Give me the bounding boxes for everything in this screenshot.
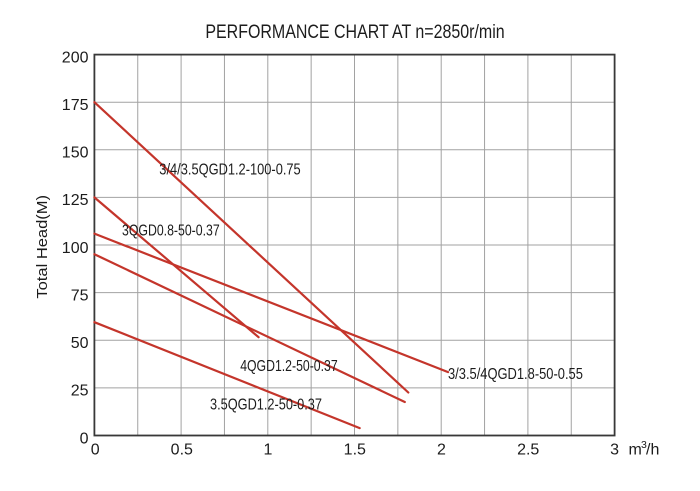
svg-text:3: 3 (641, 439, 647, 451)
svg-text:0: 0 (91, 441, 100, 458)
svg-text:100: 100 (62, 240, 89, 257)
svg-text:150: 150 (62, 145, 89, 162)
svg-text:75: 75 (71, 287, 89, 304)
svg-text:2.5: 2.5 (517, 441, 539, 458)
svg-text:1: 1 (264, 441, 273, 458)
svg-text:3/3.5/4QGD1.8-50-0.55: 3/3.5/4QGD1.8-50-0.55 (448, 366, 583, 383)
svg-text:200: 200 (62, 49, 89, 66)
svg-text:3QGD0.8-50-0.37: 3QGD0.8-50-0.37 (122, 222, 220, 239)
svg-text:PERFORMANCE CHART AT n=2850r/m: PERFORMANCE CHART AT n=2850r/min (205, 22, 504, 43)
svg-text:0.5: 0.5 (171, 441, 193, 458)
svg-text:175: 175 (62, 97, 89, 114)
svg-text:0: 0 (80, 430, 89, 447)
svg-text:Total Head(M): Total Head(M) (34, 195, 51, 299)
svg-text:50: 50 (71, 335, 89, 352)
svg-text:25: 25 (71, 383, 89, 400)
svg-text:4QGD1.2-50-0.37: 4QGD1.2-50-0.37 (240, 358, 338, 375)
svg-text:3: 3 (610, 441, 619, 458)
svg-text:m: m (629, 441, 642, 458)
svg-text:3.5QGD1.2-50-0.37: 3.5QGD1.2-50-0.37 (210, 397, 322, 414)
svg-text:/h: /h (646, 441, 659, 458)
svg-text:3/4/3.5QGD1.2-100-0.75: 3/4/3.5QGD1.2-100-0.75 (159, 161, 300, 178)
svg-text:2: 2 (437, 441, 446, 458)
svg-text:125: 125 (62, 192, 89, 209)
svg-text:1.5: 1.5 (344, 441, 366, 458)
